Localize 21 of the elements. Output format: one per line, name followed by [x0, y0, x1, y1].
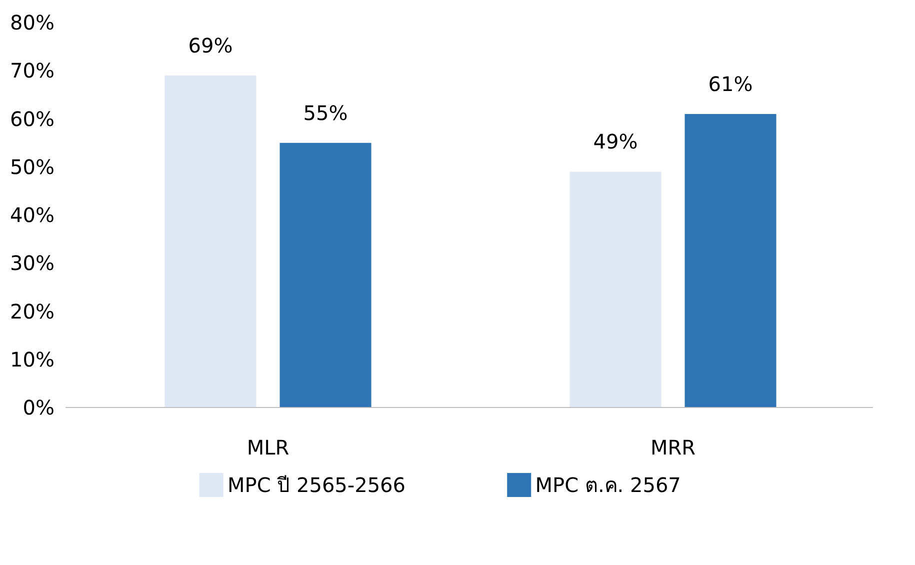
data-label: 49% — [593, 130, 638, 154]
bar — [684, 114, 776, 408]
y-tick-label: 30% — [10, 251, 54, 276]
y-tick-label: 0% — [22, 396, 55, 420]
legend-label: MPC ปี 2565-2566 — [228, 473, 406, 497]
legend-label: MPC ต.ค. 2567 — [535, 473, 681, 497]
y-tick-label: 20% — [10, 299, 54, 324]
y-tick-label: 10% — [10, 347, 54, 372]
data-label: 61% — [708, 72, 753, 96]
y-tick-label: 70% — [10, 58, 54, 83]
y-tick-label: 50% — [10, 154, 54, 179]
y-tick-label: 40% — [10, 203, 54, 227]
data-label: 55% — [303, 100, 348, 125]
data-label: 69% — [188, 33, 233, 58]
x-tick-label: MLR — [246, 436, 290, 460]
y-tick-label: 60% — [10, 106, 54, 131]
bar — [164, 75, 256, 408]
y-tick-label: 80% — [10, 10, 54, 34]
bar — [280, 142, 372, 408]
x-tick-label: MRR — [650, 436, 696, 460]
bar — [570, 172, 662, 408]
